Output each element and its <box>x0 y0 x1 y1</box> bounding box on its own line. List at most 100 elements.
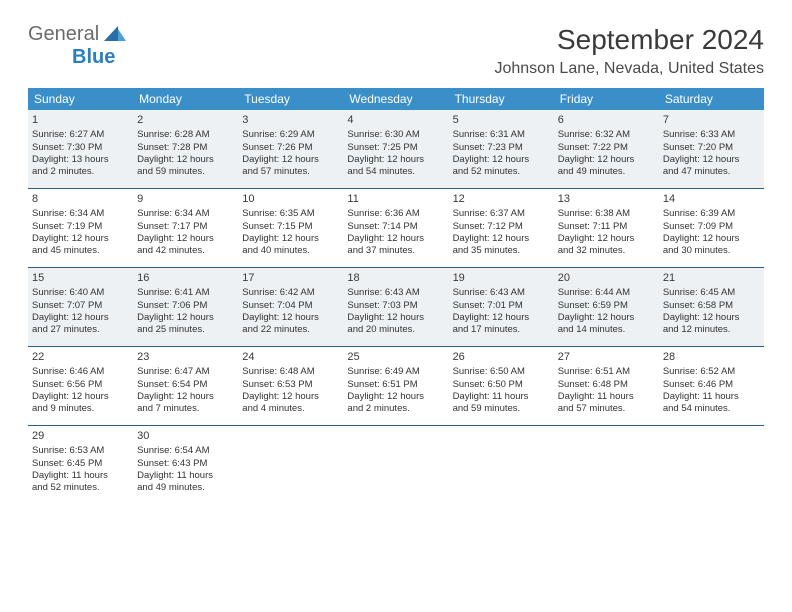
day-cell: 7Sunrise: 6:33 AMSunset: 7:20 PMDaylight… <box>659 110 764 188</box>
weekday-header: Saturday <box>659 88 764 110</box>
day-sunrise: Sunrise: 6:36 AM <box>347 208 444 220</box>
day-daylight2: and 52 minutes. <box>453 166 550 178</box>
day-cell: 8Sunrise: 6:34 AMSunset: 7:19 PMDaylight… <box>28 189 133 267</box>
week-row: 8Sunrise: 6:34 AMSunset: 7:19 PMDaylight… <box>28 189 764 268</box>
day-cell: 17Sunrise: 6:42 AMSunset: 7:04 PMDayligh… <box>238 268 343 346</box>
day-daylight1: Daylight: 12 hours <box>242 312 339 324</box>
day-daylight2: and 49 minutes. <box>137 482 234 494</box>
day-sunrise: Sunrise: 6:32 AM <box>558 129 655 141</box>
day-number: 27 <box>558 350 655 364</box>
day-sunrise: Sunrise: 6:42 AM <box>242 287 339 299</box>
day-daylight1: Daylight: 12 hours <box>558 233 655 245</box>
day-cell: 14Sunrise: 6:39 AMSunset: 7:09 PMDayligh… <box>659 189 764 267</box>
day-sunset: Sunset: 7:01 PM <box>453 300 550 312</box>
day-sunrise: Sunrise: 6:35 AM <box>242 208 339 220</box>
day-daylight2: and 25 minutes. <box>137 324 234 336</box>
day-daylight2: and 42 minutes. <box>137 245 234 257</box>
day-daylight2: and 59 minutes. <box>137 166 234 178</box>
day-number: 11 <box>347 192 444 206</box>
day-daylight2: and 17 minutes. <box>453 324 550 336</box>
day-sunrise: Sunrise: 6:43 AM <box>347 287 444 299</box>
day-cell: 13Sunrise: 6:38 AMSunset: 7:11 PMDayligh… <box>554 189 659 267</box>
day-daylight1: Daylight: 12 hours <box>558 312 655 324</box>
day-daylight2: and 40 minutes. <box>242 245 339 257</box>
week-row: 1Sunrise: 6:27 AMSunset: 7:30 PMDaylight… <box>28 110 764 189</box>
weeks-container: 1Sunrise: 6:27 AMSunset: 7:30 PMDaylight… <box>28 110 764 504</box>
day-number: 10 <box>242 192 339 206</box>
day-sunrise: Sunrise: 6:49 AM <box>347 366 444 378</box>
day-sunrise: Sunrise: 6:52 AM <box>663 366 760 378</box>
day-number: 3 <box>242 113 339 127</box>
day-daylight1: Daylight: 12 hours <box>137 233 234 245</box>
day-daylight2: and 57 minutes. <box>242 166 339 178</box>
day-daylight2: and 45 minutes. <box>32 245 129 257</box>
day-sunset: Sunset: 7:04 PM <box>242 300 339 312</box>
day-sunset: Sunset: 6:51 PM <box>347 379 444 391</box>
day-daylight1: Daylight: 12 hours <box>558 154 655 166</box>
day-daylight1: Daylight: 12 hours <box>242 233 339 245</box>
day-sunrise: Sunrise: 6:30 AM <box>347 129 444 141</box>
day-sunset: Sunset: 7:19 PM <box>32 221 129 233</box>
day-number: 14 <box>663 192 760 206</box>
day-sunset: Sunset: 6:48 PM <box>558 379 655 391</box>
day-sunrise: Sunrise: 6:54 AM <box>137 445 234 457</box>
day-sunrise: Sunrise: 6:50 AM <box>453 366 550 378</box>
day-number: 16 <box>137 271 234 285</box>
day-cell: 28Sunrise: 6:52 AMSunset: 6:46 PMDayligh… <box>659 347 764 425</box>
day-cell: 26Sunrise: 6:50 AMSunset: 6:50 PMDayligh… <box>449 347 554 425</box>
day-sunset: Sunset: 6:59 PM <box>558 300 655 312</box>
weekday-header: Wednesday <box>343 88 448 110</box>
day-cell: 22Sunrise: 6:46 AMSunset: 6:56 PMDayligh… <box>28 347 133 425</box>
day-sunrise: Sunrise: 6:45 AM <box>663 287 760 299</box>
empty-day-cell <box>238 426 343 504</box>
logo-text-general: General <box>28 23 99 45</box>
day-sunset: Sunset: 7:26 PM <box>242 142 339 154</box>
day-sunrise: Sunrise: 6:46 AM <box>32 366 129 378</box>
day-daylight1: Daylight: 12 hours <box>242 391 339 403</box>
empty-day-cell <box>449 426 554 504</box>
day-sunrise: Sunrise: 6:51 AM <box>558 366 655 378</box>
week-row: 22Sunrise: 6:46 AMSunset: 6:56 PMDayligh… <box>28 347 764 426</box>
day-number: 26 <box>453 350 550 364</box>
day-daylight1: Daylight: 12 hours <box>32 312 129 324</box>
day-daylight2: and 54 minutes. <box>663 403 760 415</box>
day-cell: 23Sunrise: 6:47 AMSunset: 6:54 PMDayligh… <box>133 347 238 425</box>
day-daylight1: Daylight: 12 hours <box>347 391 444 403</box>
day-cell: 21Sunrise: 6:45 AMSunset: 6:58 PMDayligh… <box>659 268 764 346</box>
day-cell: 6Sunrise: 6:32 AMSunset: 7:22 PMDaylight… <box>554 110 659 188</box>
day-daylight1: Daylight: 11 hours <box>558 391 655 403</box>
day-cell: 15Sunrise: 6:40 AMSunset: 7:07 PMDayligh… <box>28 268 133 346</box>
day-cell: 4Sunrise: 6:30 AMSunset: 7:25 PMDaylight… <box>343 110 448 188</box>
day-daylight1: Daylight: 12 hours <box>347 312 444 324</box>
day-daylight2: and 22 minutes. <box>242 324 339 336</box>
day-sunset: Sunset: 7:06 PM <box>137 300 234 312</box>
day-daylight2: and 2 minutes. <box>347 403 444 415</box>
day-sunset: Sunset: 7:30 PM <box>32 142 129 154</box>
day-daylight1: Daylight: 13 hours <box>32 154 129 166</box>
day-sunset: Sunset: 7:11 PM <box>558 221 655 233</box>
day-cell: 10Sunrise: 6:35 AMSunset: 7:15 PMDayligh… <box>238 189 343 267</box>
day-number: 2 <box>137 113 234 127</box>
day-daylight2: and 30 minutes. <box>663 245 760 257</box>
day-daylight1: Daylight: 12 hours <box>242 154 339 166</box>
day-daylight2: and 4 minutes. <box>242 403 339 415</box>
day-number: 24 <box>242 350 339 364</box>
day-sunset: Sunset: 7:25 PM <box>347 142 444 154</box>
calendar: SundayMondayTuesdayWednesdayThursdayFrid… <box>28 88 764 504</box>
day-daylight1: Daylight: 12 hours <box>453 233 550 245</box>
day-daylight2: and 35 minutes. <box>453 245 550 257</box>
day-daylight1: Daylight: 11 hours <box>137 470 234 482</box>
weekday-header: Sunday <box>28 88 133 110</box>
day-number: 23 <box>137 350 234 364</box>
day-daylight1: Daylight: 12 hours <box>663 233 760 245</box>
day-daylight2: and 20 minutes. <box>347 324 444 336</box>
day-number: 22 <box>32 350 129 364</box>
day-daylight1: Daylight: 12 hours <box>663 312 760 324</box>
day-daylight2: and 37 minutes. <box>347 245 444 257</box>
day-daylight2: and 12 minutes. <box>663 324 760 336</box>
day-number: 29 <box>32 429 129 443</box>
empty-day-cell <box>554 426 659 504</box>
day-daylight1: Daylight: 11 hours <box>32 470 129 482</box>
day-daylight2: and 57 minutes. <box>558 403 655 415</box>
day-sunset: Sunset: 6:53 PM <box>242 379 339 391</box>
